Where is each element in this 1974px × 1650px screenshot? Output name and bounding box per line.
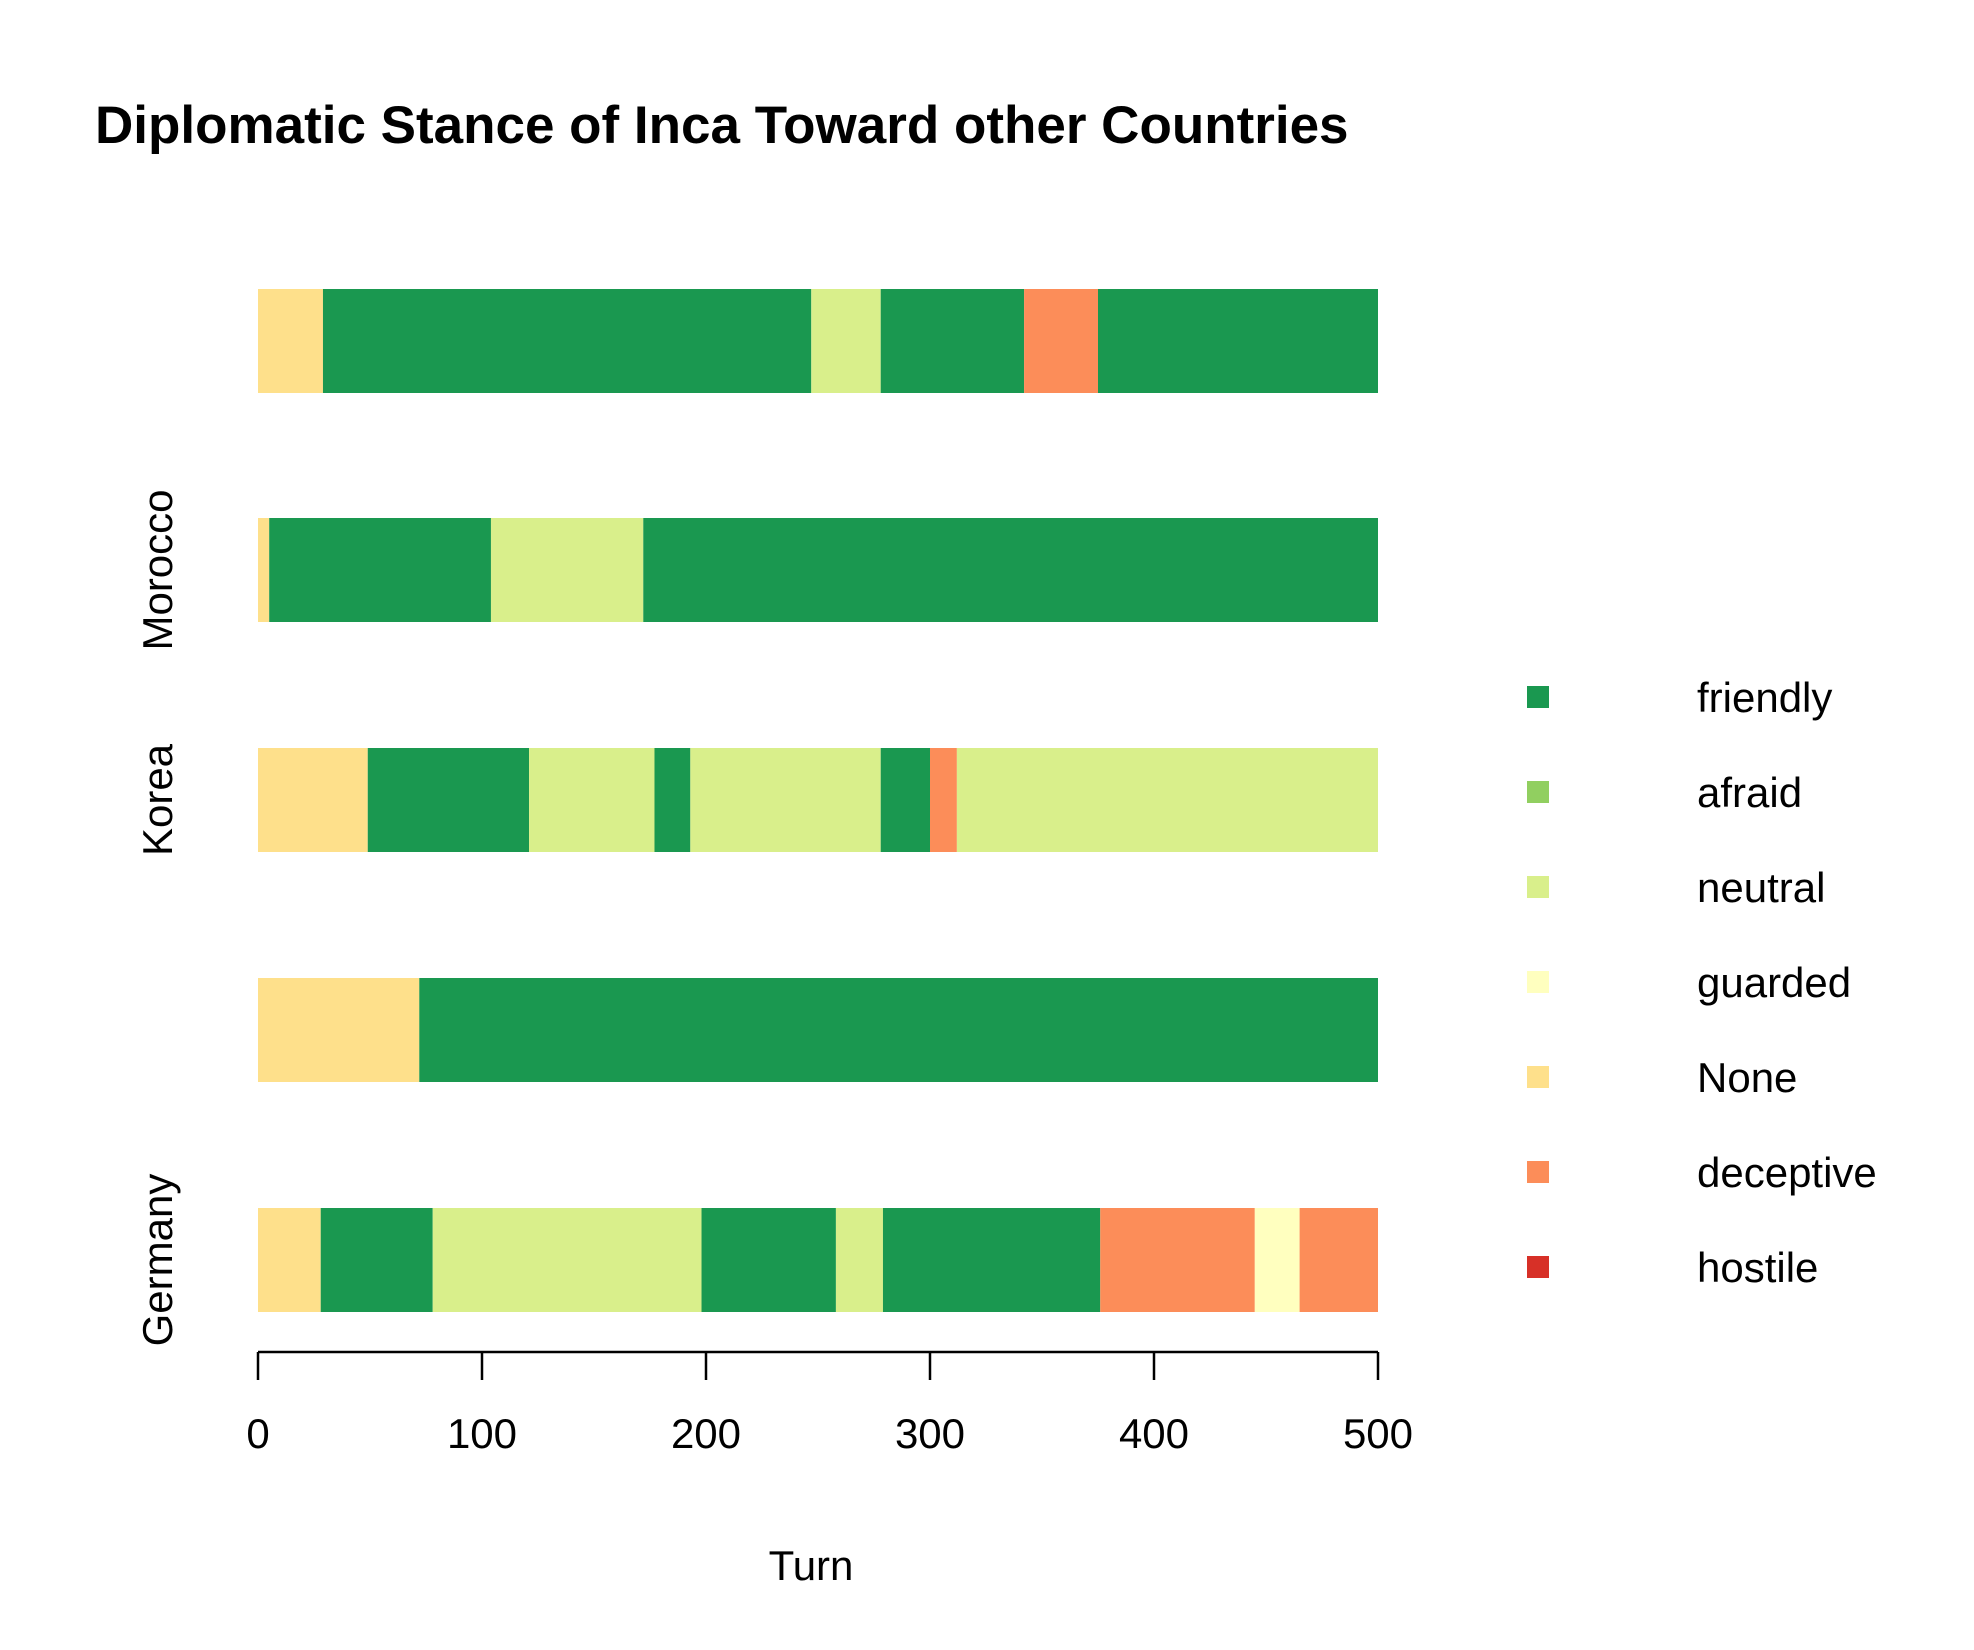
legend-swatch-neutral: [1527, 876, 1549, 898]
bar-segment-friendly: [882, 1208, 1101, 1312]
bar-segment-friendly: [880, 289, 1025, 393]
bar-segment-none: [258, 978, 420, 1082]
legend-swatch-deceptive: [1527, 1161, 1549, 1183]
country-label: Korea: [134, 743, 181, 856]
legend-swatch-hostile: [1527, 1256, 1549, 1278]
legend-label: afraid: [1697, 769, 1802, 816]
x-tick-label: 0: [246, 1410, 269, 1457]
bar-segment-friendly: [320, 1208, 433, 1312]
legend-label: hostile: [1697, 1244, 1818, 1291]
bar-segment-neutral: [690, 748, 881, 852]
bar-segment-neutral: [529, 748, 655, 852]
bar-segment-neutral: [490, 518, 644, 622]
x-tick-label: 300: [895, 1410, 965, 1457]
chart-title: Diplomatic Stance of Inca Toward other C…: [95, 96, 1349, 155]
bar-segment-friendly: [419, 978, 1378, 1082]
bar-segment-friendly: [367, 748, 530, 852]
bar-segment-guarded: [1254, 1208, 1300, 1312]
legend-label: None: [1697, 1054, 1797, 1101]
legend-label: deceptive: [1697, 1149, 1877, 1196]
country-labels: Germany Korea Morocco: [134, 489, 181, 1346]
legend-swatch-afraid: [1527, 781, 1549, 803]
x-tick-label: 200: [671, 1410, 741, 1457]
bar-area: [258, 289, 1378, 1312]
x-tick-label: 400: [1119, 1410, 1189, 1457]
legend-swatch-friendly: [1527, 686, 1549, 708]
bar-segment-friendly: [322, 289, 812, 393]
legend: friendly afraid neutral guarded None deceptiv…: [1527, 674, 1877, 1291]
legend-label: guarded: [1697, 959, 1851, 1006]
legend-label: friendly: [1697, 674, 1832, 721]
bar-segment-none: [258, 518, 270, 622]
x-axis-label: Turn: [769, 1542, 854, 1589]
bar-segment-none: [258, 1208, 321, 1312]
bar-segment-deceptive: [1024, 289, 1098, 393]
x-tick-label: 100: [447, 1410, 517, 1457]
country-label: Morocco: [134, 489, 181, 650]
legend-swatch-none: [1527, 1066, 1549, 1088]
bar-segment-none: [258, 748, 368, 852]
legend-swatch-guarded: [1527, 971, 1549, 993]
bar-segment-neutral: [811, 289, 881, 393]
legend-label: neutral: [1697, 864, 1825, 911]
bar-segment-friendly: [1098, 289, 1378, 393]
country-label: Germany: [134, 1174, 181, 1347]
bar-segment-deceptive: [930, 748, 957, 852]
bar-segment-friendly: [880, 748, 930, 852]
bar-segment-friendly: [654, 748, 691, 852]
bar-segment-friendly: [643, 518, 1378, 622]
bar-segment-none: [258, 289, 323, 393]
x-tick-label: 500: [1343, 1410, 1413, 1457]
bar-segment-friendly: [701, 1208, 836, 1312]
bar-segment-neutral: [432, 1208, 702, 1312]
bar-segment-deceptive: [1299, 1208, 1378, 1312]
bar-segment-neutral: [835, 1208, 883, 1312]
bar-segment-neutral: [956, 748, 1378, 852]
x-axis: 0 100 200 300 400 500: [246, 1350, 1413, 1457]
bar-segment-deceptive: [1100, 1208, 1255, 1312]
bar-segment-friendly: [269, 518, 491, 622]
